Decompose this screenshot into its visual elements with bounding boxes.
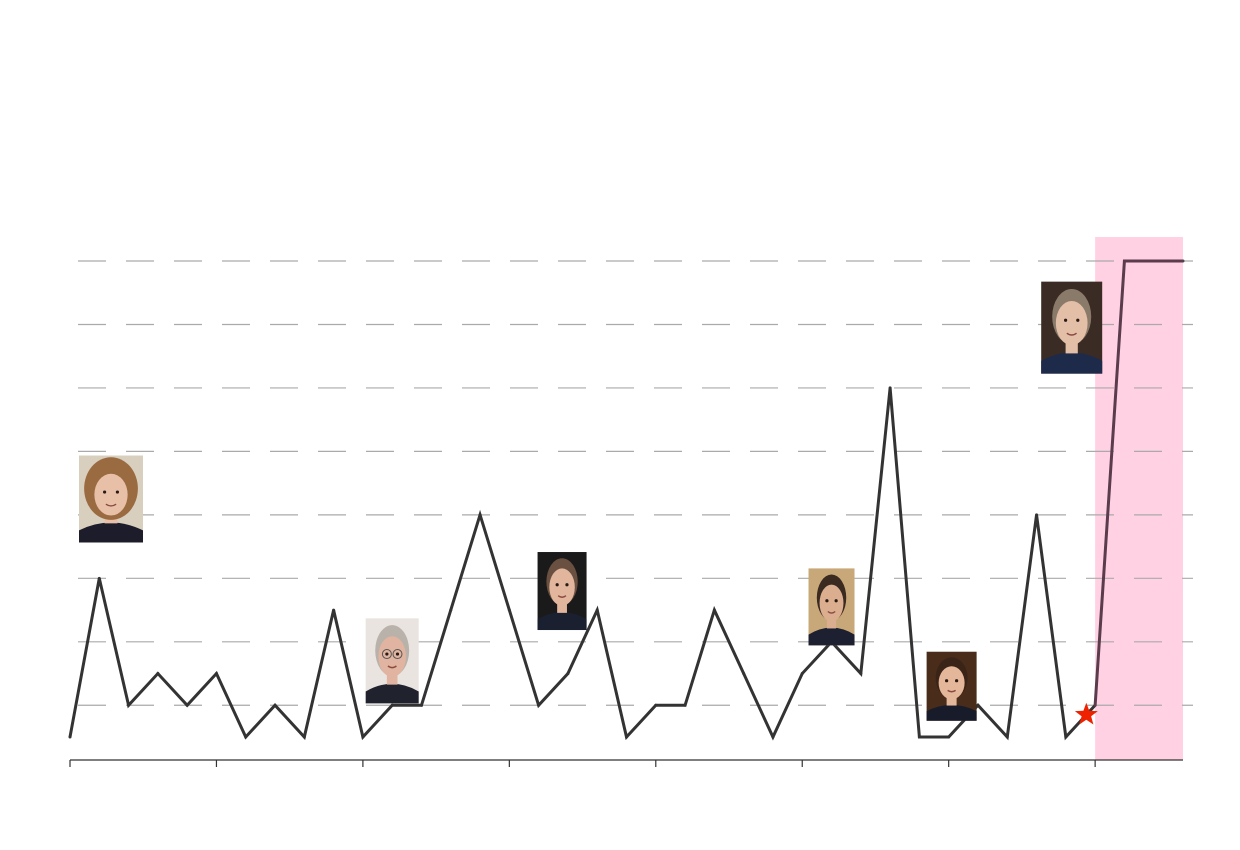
blair-portrait [537, 552, 587, 631]
major-portrait-glasses-left [381, 649, 392, 660]
cameron-portrait-mouth [947, 689, 957, 693]
blair-portrait-mouth [557, 595, 567, 598]
x-axis [69, 759, 1183, 767]
cameron-portrait-neck [946, 694, 957, 706]
brown-portrait-mouth [827, 610, 836, 614]
data-point-38 [1181, 259, 1185, 263]
thatcher-portrait-face [94, 473, 128, 516]
data-point-15 [507, 608, 511, 612]
blair-portrait-eye-left [555, 583, 559, 587]
data-point-34 [1064, 735, 1068, 739]
major-portrait [365, 618, 419, 704]
may-portrait-face [1055, 300, 1088, 346]
data-point-31 [976, 703, 980, 707]
blair-portrait-shoulders [537, 612, 587, 631]
thatcher-portrait [79, 455, 144, 543]
thatcher-portrait-eye-left [103, 490, 107, 494]
may-portrait [1041, 281, 1103, 374]
data-point-6 [244, 735, 248, 739]
major-portrait-shoulders [365, 683, 419, 704]
brown-portrait-eye-left [825, 599, 829, 603]
data-point-3 [156, 672, 160, 676]
data-point-27 [859, 672, 863, 676]
data-point-1 [97, 576, 101, 580]
data-point-30 [947, 735, 951, 739]
brown-portrait [808, 568, 855, 646]
brown-portrait-neck [826, 616, 837, 629]
data-point-13 [449, 608, 453, 612]
marker-layer [1074, 702, 1098, 725]
major-portrait-eye-left [385, 652, 389, 656]
blair-portrait-face [549, 568, 575, 606]
data-point-23 [742, 672, 746, 676]
data-point-7 [273, 703, 277, 707]
thatcher-portrait-eye-right [115, 490, 120, 494]
thatcher-portrait-shoulders [79, 522, 144, 543]
may-portrait-eye-right [1076, 318, 1080, 322]
data-point-22 [712, 608, 716, 612]
may-portrait-eye-left [1064, 318, 1068, 322]
data-point-29 [917, 735, 921, 739]
blair-portrait-neck [557, 600, 567, 613]
major-portrait-face [378, 636, 406, 677]
major-portrait-neck [386, 671, 398, 685]
data-point-33 [1035, 513, 1039, 517]
brown-portrait-eye-right [834, 599, 838, 603]
data-point-21 [683, 703, 687, 707]
data-point-24 [771, 735, 775, 739]
brown-portrait-shoulders [808, 627, 855, 646]
major-portrait-eye-right [395, 652, 400, 656]
data-point-5 [214, 672, 218, 676]
data-point-16 [537, 703, 541, 707]
major-portrait-mouth [387, 665, 397, 669]
data-point-32 [1005, 735, 1009, 739]
series-line-layer [68, 259, 1183, 741]
cameron-portrait [926, 651, 977, 721]
cameron-portrait-shoulders [926, 704, 977, 721]
series-line [68, 387, 1097, 741]
series-line-highlighted [1093, 259, 1183, 706]
data-point-35 [1093, 703, 1097, 707]
data-point-37 [1152, 259, 1156, 263]
cameron-portrait-eye-right [955, 679, 959, 683]
data-points [68, 259, 1185, 739]
data-point-36 [1122, 259, 1126, 263]
data-point-20 [654, 703, 658, 707]
thatcher-portrait-mouth [105, 503, 117, 507]
star-marker [1074, 702, 1098, 725]
portraits [79, 281, 1103, 721]
may-portrait-shoulders [1041, 352, 1103, 374]
data-point-8 [302, 735, 306, 739]
data-point-28 [888, 386, 892, 390]
major-portrait-glasses-right [392, 649, 403, 660]
blair-portrait-eye-right [565, 583, 569, 587]
brown-portrait-face [819, 584, 844, 622]
data-point-0 [68, 735, 72, 739]
data-point-25 [800, 672, 804, 676]
data-point-14 [478, 513, 482, 517]
data-point-11 [390, 703, 394, 707]
data-point-19 [625, 735, 628, 739]
data-point-2 [127, 703, 131, 707]
data-point-4 [185, 703, 189, 707]
gridlines [70, 260, 1193, 706]
data-point-12 [419, 703, 423, 707]
data-point-9 [332, 608, 336, 612]
data-point-18 [595, 608, 599, 612]
data-point-10 [361, 735, 365, 739]
cameron-portrait-face [938, 666, 965, 700]
data-point-17 [566, 672, 570, 676]
cameron-portrait-eye-left [945, 679, 949, 683]
may-portrait-mouth [1066, 332, 1078, 336]
